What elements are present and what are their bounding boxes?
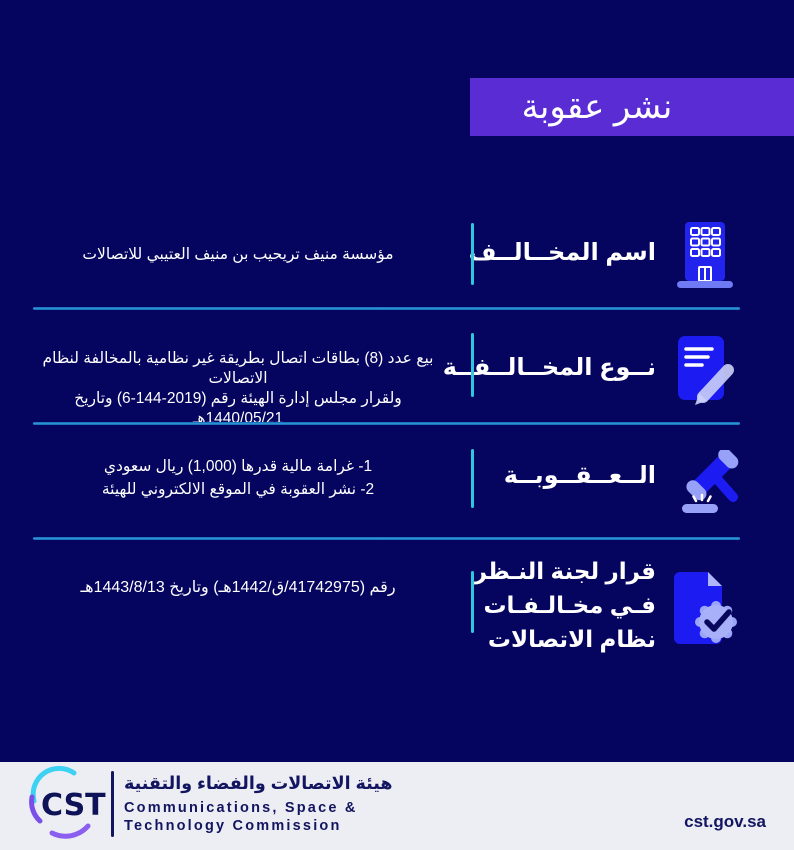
- footer: CST هيئة الاتصالات والفضاء والتقنية Comm…: [0, 762, 794, 850]
- committee-decision-label-line: فـي مخـالـفـات: [483, 592, 656, 618]
- section-divider: [33, 307, 740, 310]
- cyan-divider: [471, 223, 474, 285]
- building-icon: [676, 222, 734, 295]
- stamped-document-icon: [668, 570, 738, 655]
- committee-decision-value: رقم (41742975/ق/1442هـ) وتاريخ 1443/8/13…: [12, 578, 464, 598]
- seal-badge: [695, 601, 737, 643]
- cyan-divider: [471, 571, 474, 633]
- committee-decision-label-line: قرار لجنة النـظر: [473, 558, 656, 584]
- page-title: نشر عقوبة: [521, 88, 673, 126]
- title-banner: نشر عقوبة: [470, 78, 794, 136]
- penalty-label: الــعــقــوبــة: [503, 462, 656, 489]
- gavel-icon: [674, 448, 740, 521]
- penalty-line: 2- نشر العقوبة في الموقع الالكتروني للهي…: [101, 481, 375, 498]
- cyan-divider: [471, 449, 474, 508]
- org-name-english-line2: Technology Commission: [124, 818, 342, 834]
- document-pen-icon: [672, 336, 738, 415]
- section-divider: [33, 422, 740, 425]
- cyan-divider: [471, 333, 474, 397]
- committee-decision-line: رقم (41742975/ق/1442هـ) وتاريخ 1443/8/13…: [80, 579, 396, 596]
- org-name-arabic: هيئة الاتصالات والفضاء والتقنية: [124, 773, 393, 793]
- violator-name-label: اسم المخــالــف: [468, 239, 656, 266]
- committee-decision-label: قرار لجنة النـظر فـي مخـالـفـات نظام الا…: [474, 554, 656, 656]
- penalty-line: 1- غرامة مالية قدرها (1,000) ريال سعودي: [103, 458, 373, 475]
- committee-decision-label-line: نظام الاتصالات: [487, 626, 656, 652]
- cst-logo-text: CST: [41, 788, 106, 823]
- penalty-value: 1- غرامة مالية قدرها (1,000) ريال سعودي …: [12, 455, 464, 501]
- violator-name-line: مؤسسة منيف تريحيب بن منيف العتيبي للاتصا…: [82, 246, 394, 263]
- footer-brand-block: هيئة الاتصالات والفضاء والتقنية Communic…: [124, 773, 393, 835]
- violation-type-label: نــوع المخــالــفــة: [442, 354, 656, 381]
- violator-name-value: مؤسسة منيف تريحيب بن منيف العتيبي للاتصا…: [12, 245, 464, 265]
- cst-logo: CST: [28, 765, 110, 846]
- section-divider: [33, 537, 740, 540]
- violation-type-line: ولقرار مجلس إدارة الهيئة رقم (2019-144-6…: [74, 390, 402, 407]
- org-name-english-line1: Communications, Space &: [124, 800, 358, 816]
- footer-divider: [111, 771, 114, 837]
- violation-type-line: 1440/05/21هـ: [192, 410, 284, 427]
- website-url: cst.gov.sa: [684, 812, 766, 831]
- violation-type-line: بيع عدد (8) بطاقات اتصال بطريقة غير نظام…: [42, 350, 434, 387]
- violation-type-value: بيع عدد (8) بطاقات اتصال بطريقة غير نظام…: [12, 349, 464, 429]
